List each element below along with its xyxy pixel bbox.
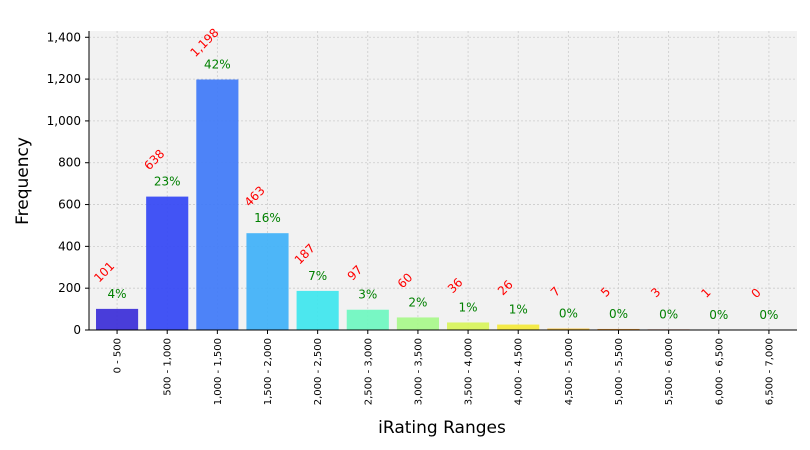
percent-label: 2% <box>408 295 427 309</box>
x-axis-title: iRating Ranges <box>378 418 506 438</box>
bar <box>296 290 339 330</box>
x-tick-label: 5,500 - 6,000 <box>664 338 675 405</box>
x-tick-label: 4,000 - 4,500 <box>514 338 525 405</box>
y-tick-label: 600 <box>58 198 81 212</box>
percent-label: 0% <box>609 307 628 321</box>
y-tick-label: 0 <box>73 323 81 337</box>
x-tick-label: 1,500 - 2,000 <box>263 338 274 405</box>
y-tick-label: 1,000 <box>47 114 81 128</box>
percent-label: 0% <box>559 307 578 321</box>
y-tick-label: 200 <box>58 281 81 295</box>
bars <box>96 79 740 330</box>
bar <box>396 317 439 330</box>
percent-label: 0% <box>709 308 728 322</box>
percent-label: 16% <box>254 211 281 225</box>
y-ticks: 0 200 400 600 800 1,000 1,200 1,400 <box>47 30 89 337</box>
bar <box>497 324 540 330</box>
percent-label: 0% <box>759 308 778 322</box>
percent-label: 42% <box>204 58 231 72</box>
percent-label: 1% <box>509 303 528 317</box>
plot-background <box>89 31 797 330</box>
x-tick-label: 2,000 - 2,500 <box>313 338 324 405</box>
x-tick-label: 2,500 - 3,000 <box>363 338 374 405</box>
bar <box>246 233 289 330</box>
bar <box>196 79 239 330</box>
x-tick-label: 4,500 - 5,000 <box>564 338 575 405</box>
x-tick-label: 3,000 - 3,500 <box>413 338 424 405</box>
percent-label: 7% <box>308 269 327 283</box>
percent-label: 3% <box>358 288 377 302</box>
x-tick-label: 500 - 1,000 <box>163 338 174 396</box>
percent-label: 23% <box>154 175 181 189</box>
bar <box>547 328 590 330</box>
y-tick-label: 1,400 <box>47 30 81 44</box>
x-tick-label: 3,500 - 4,000 <box>464 338 475 405</box>
x-tick-label: 6,500 - 7,000 <box>764 338 775 405</box>
x-tick-label: 6,000 - 6,500 <box>714 338 725 405</box>
y-tick-label: 1,200 <box>47 72 81 86</box>
y-tick-label: 400 <box>58 239 81 253</box>
bar <box>597 328 640 330</box>
x-ticks: 0 - 500 500 - 1,000 1,000 - 1,500 1,500 - 2… <box>113 330 775 405</box>
y-axis-title: Frequency <box>13 137 33 225</box>
percent-label: 0% <box>659 307 678 321</box>
x-tick-label: 5,000 - 5,500 <box>614 338 625 405</box>
bar <box>447 322 490 330</box>
bar <box>96 308 139 330</box>
x-tick-label: 1,000 - 1,500 <box>213 338 224 405</box>
bar <box>346 309 389 330</box>
y-tick-label: 800 <box>58 156 81 170</box>
x-tick-label: 0 - 500 <box>113 338 124 373</box>
percent-label: 1% <box>459 300 478 314</box>
bar <box>146 196 189 330</box>
percent-label: 4% <box>108 287 127 301</box>
